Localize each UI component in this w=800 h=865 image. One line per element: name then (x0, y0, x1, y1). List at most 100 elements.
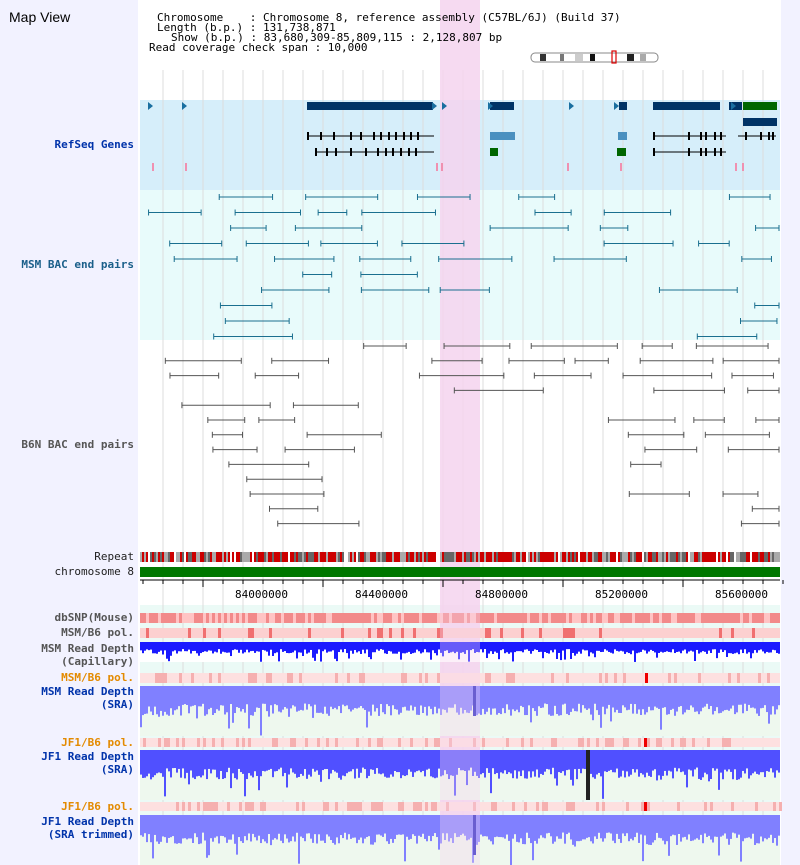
repeat-element (518, 552, 520, 562)
track-label-jf1-depth-sra[interactable]: JF1 Read Depth (41, 750, 134, 763)
msm-depth-sra-bar (692, 686, 694, 708)
track-label-dbsnp[interactable]: dbSNP(Mouse) (54, 611, 134, 624)
track-label-b6n-bac[interactable]: B6N BAC end pairs (21, 438, 134, 451)
msm-b6-pol-track-cell (572, 628, 575, 638)
track-label-chromosome[interactable]: chromosome 8 (54, 565, 134, 578)
dbsnp-track-cell (245, 613, 248, 623)
msm-depth-cap-bar (614, 642, 616, 650)
jf1-depth-trim-bar (380, 815, 382, 836)
jf1-depth-trim-bar (392, 815, 394, 843)
msm-depth-sra-bar (214, 686, 216, 714)
jf1-depth-trim-bar (554, 815, 556, 842)
repeat-element (506, 552, 508, 562)
msm-depth-sra-bar (554, 686, 556, 706)
jf1-depth-trim-bar (144, 815, 146, 834)
track-label-jf1-b6-pol-2[interactable]: JF1/B6 pol. (61, 800, 134, 813)
track-label-msm-b6-pol[interactable]: MSM/B6 pol. (61, 626, 134, 639)
repeat-element (680, 552, 682, 562)
msm-depth-sra-bar (198, 686, 200, 707)
repeat-element (644, 552, 646, 562)
msm-depth-cap-bar (456, 642, 458, 652)
jf1-depth-sra-bar (204, 750, 206, 770)
jf1-depth-trim-bar (594, 815, 596, 837)
msm-depth-sra-bar (538, 686, 540, 707)
msm-depth-cap-bar (266, 642, 268, 652)
jf1-depth-sra-bar (398, 750, 400, 773)
msm-depth-sra-bar (422, 686, 424, 714)
jf1-depth-trim-bar (730, 815, 732, 839)
gene-tick (436, 163, 438, 171)
jf1-depth-trim-bar (538, 815, 540, 839)
jf1-depth-trim-bar (556, 815, 558, 837)
repeat-element (762, 552, 764, 562)
msm-depth-cap-bar (294, 642, 296, 651)
jf1-depth-trim-bar (778, 815, 780, 836)
msm-depth-cap-bar (306, 642, 308, 654)
jf1-b6-pol-2-track-cell (647, 802, 650, 811)
msm-depth-sra-bar (706, 686, 708, 704)
msm-depth-sra-bar (204, 686, 206, 716)
msm-depth-cap-bar (646, 642, 648, 654)
msm-b6-pol-track-cell (248, 628, 251, 638)
jf1-depth-trim-bar (300, 815, 302, 837)
jf1-b6-pol-track-cell (647, 738, 650, 747)
msm-depth-cap-bar (720, 642, 722, 650)
repeat-element (546, 552, 548, 562)
jf1-depth-trim-bar (320, 815, 322, 841)
track-label-repeat[interactable]: Repeat (94, 550, 134, 563)
repeat-element (436, 552, 438, 562)
jf1-depth-sra-bar (236, 750, 238, 780)
msm-depth-sra-bar (400, 686, 402, 713)
jf1-depth-sra-bar (700, 750, 702, 780)
repeat-element (634, 552, 636, 562)
jf1-depth-trim-bar (216, 815, 218, 837)
jf1-depth-trim-bar (684, 815, 686, 837)
exon (705, 132, 707, 140)
track-label-msm-b6-pol-2[interactable]: MSM/B6 pol. (61, 671, 134, 684)
msm-depth-sra-bar (336, 686, 338, 710)
jf1-depth-trim-bar (396, 815, 398, 835)
jf1-depth-sra-bar (540, 750, 542, 774)
repeat-element (140, 552, 142, 562)
msm-depth-sra-bar (318, 686, 320, 713)
msm-b6-pol-track-cell (377, 628, 380, 638)
track-label-jf1-depth-trim[interactable]: JF1 Read Depth (41, 815, 134, 828)
repeat-element (614, 552, 616, 562)
ideogram-band (560, 54, 564, 61)
jf1-depth-sra-bar (324, 750, 326, 770)
msm-depth-sra-bar (652, 686, 654, 711)
jf1-depth-trim-bar (456, 815, 458, 838)
repeat-element (532, 552, 534, 562)
msm-depth-cap-bar (274, 642, 276, 654)
jf1-depth-sra-bar (338, 750, 340, 778)
msm-b6-pol-2-track-cell (335, 673, 338, 683)
jf1-depth-trim-bar (712, 815, 714, 843)
msm-depth-cap-bar (684, 642, 686, 650)
jf1-b6-pol-track-cell (554, 738, 557, 747)
track-label-refseq[interactable]: RefSeq Genes (54, 138, 134, 151)
jf1-depth-sra-bar (564, 750, 566, 776)
repeat-element (190, 552, 192, 562)
jf1-b6-pol-2-track-cell (431, 802, 434, 811)
msm-depth-cap-bar (418, 642, 420, 652)
repeat-element (292, 552, 294, 562)
msm-depth-cap-bar (226, 642, 228, 653)
jf1-depth-sra-bar (716, 750, 718, 769)
repeat-element (344, 552, 346, 562)
repeat-element (672, 552, 674, 562)
msm-depth-sra-bar (528, 686, 530, 706)
msm-depth-sra-bar (412, 686, 414, 711)
jf1-depth-trim-bar (202, 815, 204, 833)
repeat-element (612, 552, 614, 562)
track-label-msm-depth-sra[interactable]: MSM Read Depth (41, 685, 134, 698)
track-label-msm-depth-cap[interactable]: MSM Read Depth (41, 642, 134, 655)
jf1-depth-trim-bar (542, 815, 544, 838)
jf1-depth-sra-bar (140, 750, 142, 775)
track-label-jf1-b6-pol[interactable]: JF1/B6 pol. (61, 736, 134, 749)
track-label-msm-bac[interactable]: MSM BAC end pairs (21, 258, 134, 271)
msm-depth-sra-bar (154, 686, 156, 707)
jf1-depth-trim-bar (598, 815, 600, 833)
msm-depth-sra-bar (546, 686, 548, 705)
repeat-element (234, 552, 236, 562)
